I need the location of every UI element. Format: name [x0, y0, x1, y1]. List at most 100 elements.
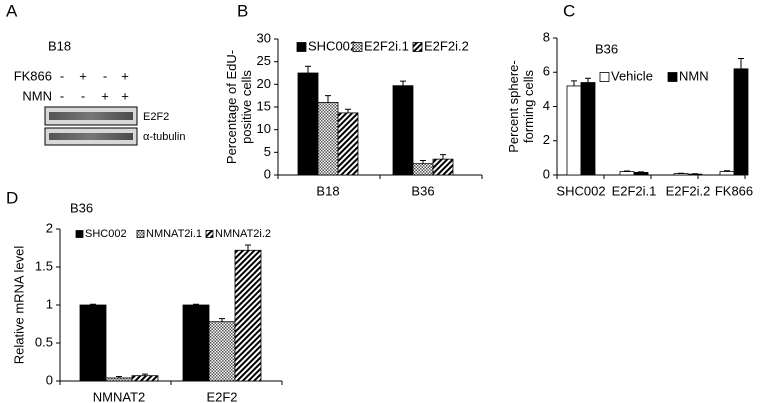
error-bar — [345, 108, 351, 113]
bar — [297, 72, 319, 176]
error-bar — [638, 171, 644, 173]
y-axis-label: forming cells — [521, 70, 536, 143]
sign: - — [103, 68, 107, 83]
y-tick-label: 2 — [46, 220, 53, 235]
sign: - — [81, 88, 85, 103]
error-bar — [305, 65, 311, 73]
legend-label: NMNAT2i.2 — [215, 228, 271, 240]
x-tick-label: SHC002 — [556, 183, 605, 198]
band-label: E2F2 — [143, 111, 169, 123]
y-tick-label: 30 — [257, 30, 271, 45]
error-bar — [585, 77, 591, 83]
legend-label: SHC002 — [308, 38, 357, 53]
legend-swatch — [599, 72, 610, 82]
legend-swatch — [667, 72, 678, 82]
x-tick-label: B18 — [316, 183, 339, 198]
error-bar — [219, 318, 225, 322]
x-tick-label: NMNAT2 — [93, 389, 145, 403]
y-tick-label: 15 — [257, 98, 271, 113]
y-tick-label: 25 — [257, 53, 271, 68]
sign: + — [79, 68, 87, 83]
bar — [633, 172, 649, 176]
chart-title: B36 — [595, 41, 618, 56]
error-bar — [724, 170, 730, 172]
y-tick-label: 0.5 — [35, 334, 53, 349]
legend-label: NMN — [679, 68, 709, 83]
bar — [208, 321, 236, 382]
bar — [733, 68, 749, 176]
legend-swatch — [412, 42, 423, 52]
x-tick-label: E2F2 — [206, 389, 237, 403]
legend-swatch — [75, 230, 84, 238]
legend-label: Vehicle — [611, 68, 653, 83]
sign: - — [60, 88, 64, 103]
legend-swatch — [205, 230, 214, 238]
legend-swatch — [296, 42, 307, 52]
y-axis-label: Percentage of EdU- — [224, 50, 239, 164]
y-axis-label: Percent sphere- — [506, 60, 521, 153]
legend-swatch — [136, 230, 145, 238]
error-bar — [116, 375, 122, 378]
error-bar — [142, 373, 148, 376]
bar — [412, 163, 434, 176]
y-tick-label: 4 — [543, 98, 550, 113]
bar — [673, 173, 689, 176]
error-bar — [193, 303, 199, 305]
y-tick-label: 10 — [257, 121, 271, 136]
error-bar — [245, 244, 251, 251]
y-tick-label: 1 — [46, 296, 53, 311]
blot-band — [49, 133, 133, 140]
bar — [317, 102, 339, 176]
bar — [105, 377, 133, 382]
error-bar — [440, 154, 446, 160]
panel-letter: B — [237, 1, 248, 20]
sign: - — [60, 68, 64, 83]
panel-letter: D — [6, 188, 18, 207]
x-tick-label: E2F2i.2 — [666, 183, 711, 198]
legend-swatch — [352, 42, 363, 52]
error-bar — [571, 80, 577, 86]
panel-letter: C — [563, 1, 575, 20]
error-bar — [90, 303, 96, 305]
error-bar — [420, 159, 426, 164]
panel-letter: A — [6, 1, 18, 20]
y-tick-label: 6 — [543, 64, 550, 79]
sign: + — [101, 88, 109, 103]
chart-title: B36 — [70, 200, 93, 215]
y-tick-label: 0 — [46, 372, 53, 387]
x-tick-label: FK866 — [715, 183, 753, 198]
bar — [392, 85, 414, 176]
legend-label: E2F2i.1 — [364, 38, 409, 53]
y-tick-label: 2 — [543, 132, 550, 147]
bar — [79, 304, 107, 382]
error-bar — [325, 95, 331, 103]
band-label: α-tubulin — [143, 131, 185, 143]
y-tick-label: 0 — [543, 166, 550, 181]
bar — [719, 171, 735, 176]
bar — [234, 249, 262, 382]
blot-band — [49, 112, 133, 120]
bar — [337, 112, 359, 176]
error-bar — [624, 170, 630, 172]
sign: + — [121, 68, 129, 83]
y-tick-label: 20 — [257, 76, 271, 91]
y-tick-label: 8 — [543, 29, 550, 44]
bar — [619, 171, 635, 176]
y-axis-label: Relative mRNA level — [11, 246, 26, 365]
bar — [432, 158, 454, 176]
y-tick-label: 5 — [264, 144, 271, 159]
row-label: NMN — [22, 88, 52, 103]
y-axis-label: positive cells — [239, 70, 254, 144]
blot-title: B18 — [48, 38, 71, 53]
error-bar — [400, 80, 406, 86]
legend-label: NMNAT2i.1 — [146, 228, 202, 240]
x-tick-label: E2F2i.1 — [612, 183, 657, 198]
bar — [131, 375, 159, 382]
y-tick-label: 1.5 — [35, 258, 53, 273]
bar — [566, 85, 582, 176]
x-tick-label: B36 — [411, 183, 434, 198]
row-label: FK866 — [14, 68, 52, 83]
y-tick-label: 0 — [264, 166, 271, 181]
bar — [182, 304, 210, 382]
